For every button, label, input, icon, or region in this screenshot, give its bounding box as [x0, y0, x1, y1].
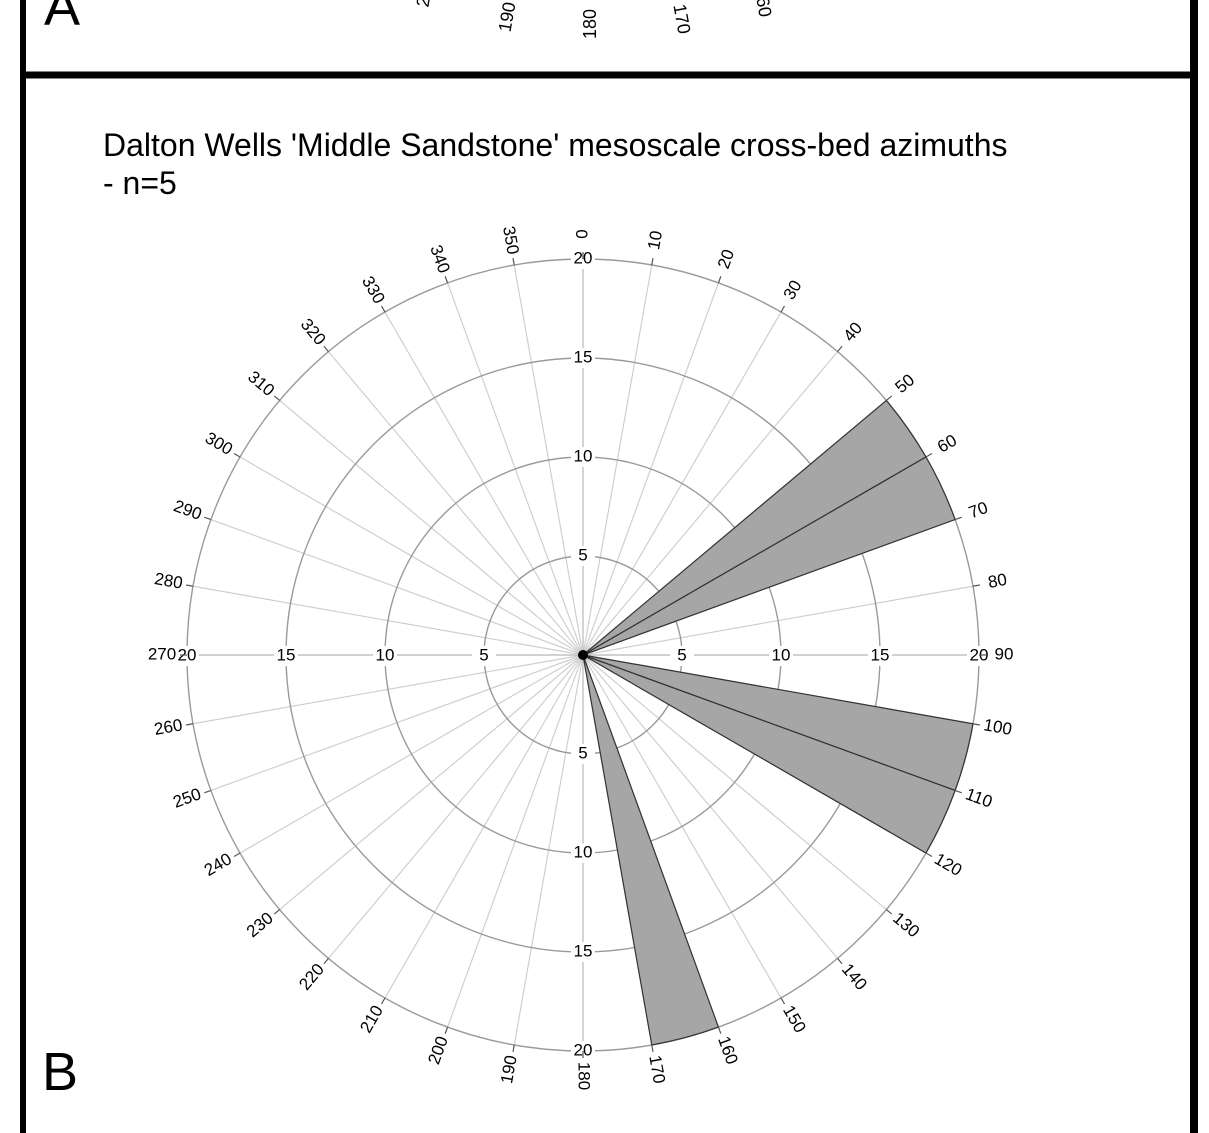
radial-tick-label-bg	[769, 646, 793, 666]
angular-tick	[323, 957, 329, 965]
radial-tick-label: 5	[677, 645, 686, 664]
angular-tick	[204, 789, 212, 794]
angular-tick-label: 90	[995, 644, 1014, 663]
radial-tick-label: 15	[574, 941, 593, 960]
radial-tick-label-bg	[274, 646, 298, 666]
angular-tick	[651, 1044, 654, 1052]
angular-tick	[380, 305, 386, 313]
radial-tick-label-bg	[571, 843, 595, 863]
panel-b-label: B	[42, 1042, 78, 1102]
radial-tick-label-bg	[967, 646, 991, 666]
angular-tick	[380, 997, 386, 1005]
panel-a-tick-label: 60	[752, 0, 775, 19]
radial-tick-label-bg	[175, 646, 199, 666]
panel-a: A 20 190 180 170 60	[44, 0, 775, 39]
radial-tick-label-bg	[571, 942, 595, 962]
rose-petal	[582, 456, 956, 656]
angular-tick	[204, 516, 212, 521]
radial-tick-label: 15	[871, 645, 890, 664]
radial-tick-label-bg	[472, 646, 496, 666]
radial-tick-label: 10	[772, 645, 791, 664]
angular-tick	[186, 723, 194, 726]
radial-tick-label: 15	[574, 347, 593, 366]
radial-tick-label: 15	[277, 645, 296, 664]
angular-tick-label: 280	[153, 569, 184, 593]
angular-tick	[717, 276, 722, 284]
panel-a-tick-label: 180	[580, 9, 600, 39]
angular-tick-label: 0	[572, 229, 591, 238]
angular-tick	[954, 516, 962, 521]
radial-tick-label: 5	[578, 545, 587, 564]
radial-tick-label-bg	[571, 744, 595, 764]
radial-tick-label-bg	[868, 646, 892, 666]
chart-title: Dalton Wells 'Middle Sandstone' mesoscal…	[103, 127, 1007, 163]
angular-tick	[885, 395, 893, 401]
angular-tick	[512, 258, 515, 266]
angular-tick	[273, 909, 281, 915]
angular-tick-label: 350	[499, 225, 523, 256]
angular-tick-label: 170	[645, 1054, 669, 1085]
angular-tick	[444, 276, 449, 284]
radial-tick-label-bg	[571, 546, 595, 566]
angular-tick-label: 270	[148, 644, 176, 663]
angular-tick	[717, 1026, 722, 1034]
angular-tick-label: 10	[644, 229, 666, 251]
angular-tick-label: 80	[986, 570, 1008, 592]
angular-tick	[954, 789, 962, 794]
angular-tick	[186, 584, 194, 587]
angular-tick	[780, 305, 786, 313]
chart-subtitle: - n=5	[103, 165, 177, 201]
angular-tick-label: 180	[575, 1062, 594, 1090]
angular-tick	[925, 452, 933, 458]
rose-petal	[582, 654, 956, 854]
angular-tick	[323, 345, 329, 353]
angular-tick	[780, 997, 786, 1005]
angular-tick	[512, 1044, 515, 1052]
radial-tick-label-bg	[571, 447, 595, 467]
angular-tick	[444, 1026, 449, 1034]
center-point	[578, 650, 588, 660]
angular-tick	[233, 852, 241, 858]
angular-tick	[651, 258, 654, 266]
radial-tick-label: 10	[574, 842, 593, 861]
angular-tick	[837, 957, 843, 965]
angular-tick	[233, 452, 241, 458]
radial-tick-label: 5	[578, 743, 587, 762]
radial-tick-label-bg	[670, 646, 694, 666]
angular-tick	[273, 395, 281, 401]
radial-tick-label: 20	[574, 1040, 593, 1059]
radial-tick-label-bg	[571, 348, 595, 368]
angular-tick	[972, 584, 980, 587]
angular-tick	[972, 723, 980, 726]
radial-tick-label: 5	[479, 645, 488, 664]
angular-tick-label: 190	[497, 1054, 521, 1085]
angular-tick	[837, 345, 843, 353]
radial-tick-label-bg	[373, 646, 397, 666]
radial-tick-label: 10	[376, 645, 395, 664]
panel-a-tick-label: 20	[413, 0, 436, 9]
angular-tick	[925, 852, 933, 858]
angular-tick-label: 260	[153, 715, 184, 739]
radial-tick-label: 10	[574, 446, 593, 465]
angular-tick-label: 100	[982, 715, 1013, 739]
angular-tick	[885, 909, 893, 915]
panel-a-label: A	[44, 0, 80, 37]
